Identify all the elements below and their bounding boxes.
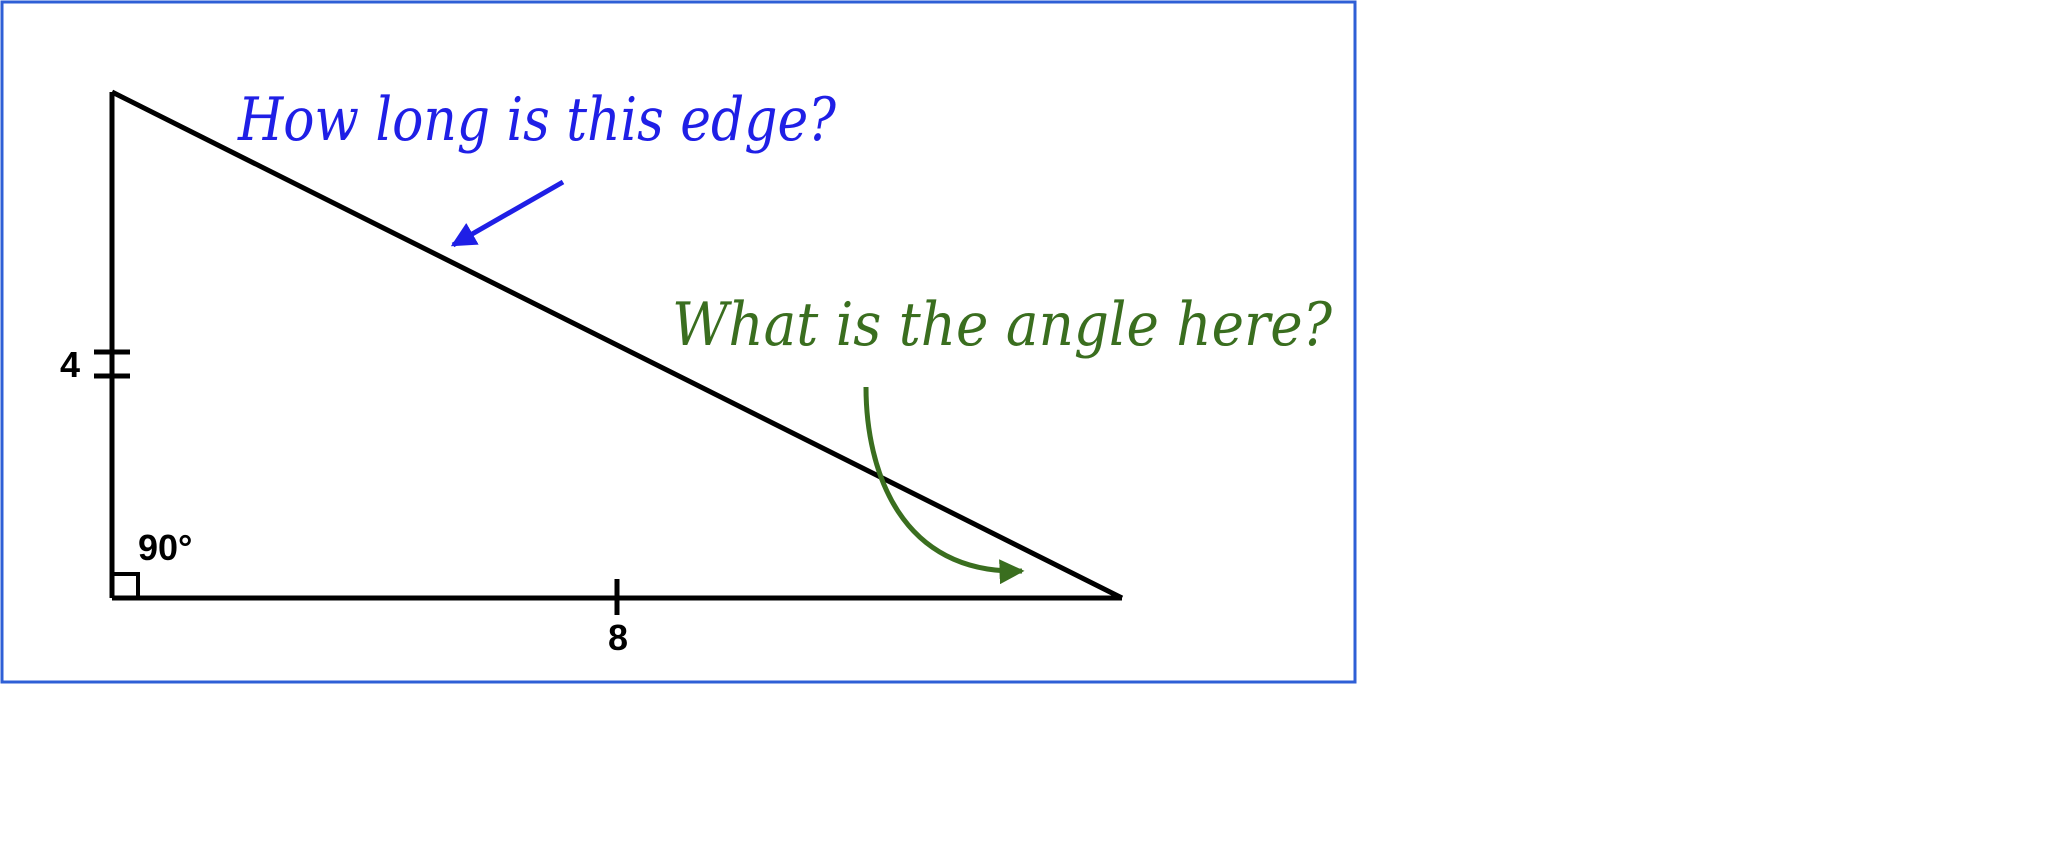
edge-question-arrow	[450, 179, 565, 248]
vertical-side-label: 4	[60, 344, 80, 385]
right-angle-marker	[112, 572, 140, 598]
right-angle-label: 90°	[138, 527, 192, 568]
angle-question-arrow	[863, 386, 1025, 585]
hypotenuse	[110, 89, 1124, 601]
horizontal-side-label: 8	[608, 617, 628, 658]
angle-question-text: What is the angle here?	[672, 290, 1333, 360]
edge-question-text: How long is this edge?	[237, 85, 837, 155]
frame-border	[0, 0, 1357, 684]
